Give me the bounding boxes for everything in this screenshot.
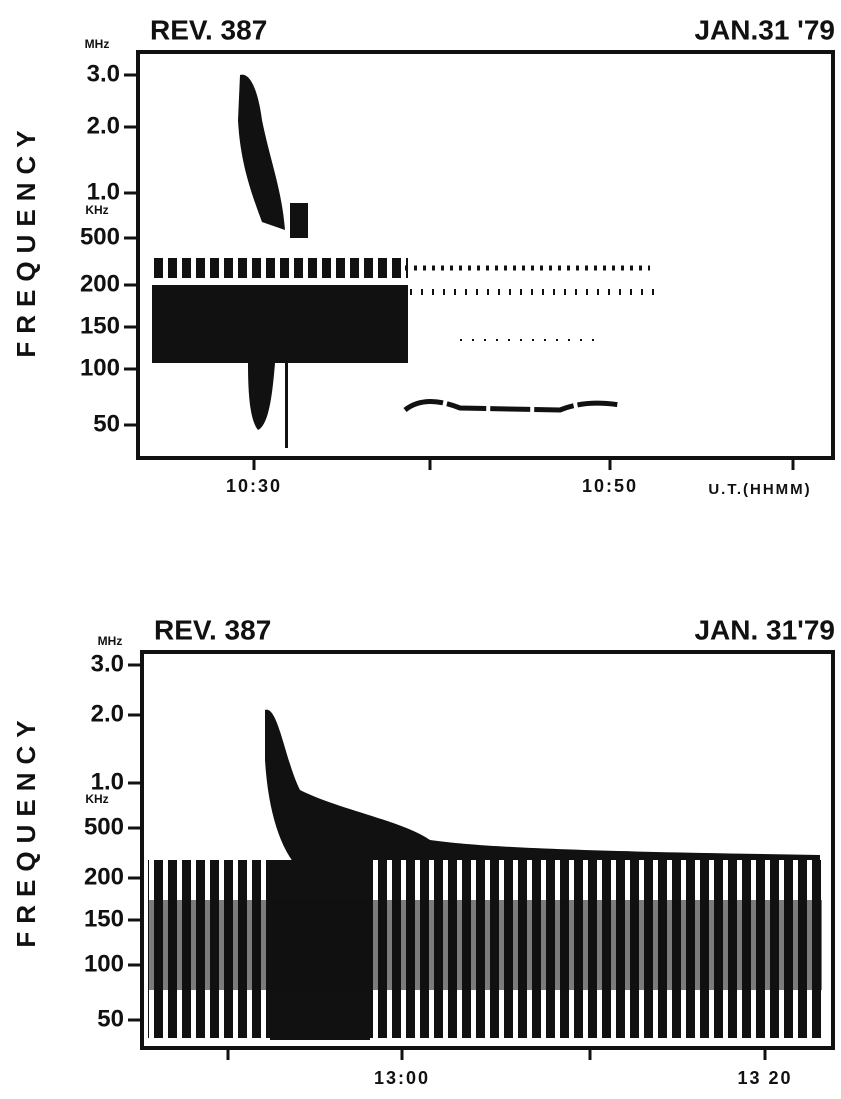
y-tick-label: 2.0: [87, 112, 120, 139]
y-tick-label: 150: [84, 905, 124, 932]
y-axis-label: FREQUENCY: [11, 122, 41, 357]
y-tick-label: 200: [80, 270, 120, 297]
x-tick-label: 13:00: [374, 1068, 430, 1088]
y-tick-label: 1.0: [91, 768, 124, 795]
y-tick-label: 100: [80, 354, 120, 381]
y-tick-label: 500: [80, 223, 120, 250]
unit-mhz: MHz: [85, 37, 110, 51]
y-tick-label: 1.0: [87, 178, 120, 205]
y-tick-label: 3.0: [87, 60, 120, 87]
plot-frame: [140, 650, 835, 1050]
x-axis-label: U.T.(HHMM): [708, 481, 811, 498]
x-tick-label: 10:30: [226, 476, 282, 496]
unit-mhz: MHz: [98, 634, 123, 648]
chart-title: REV. 387: [154, 614, 271, 645]
unit-khz: KHz: [85, 203, 108, 217]
spectrum-features: [152, 74, 660, 448]
unit-khz: KHz: [85, 792, 108, 806]
chart-title: REV. 387: [150, 14, 267, 45]
x-tick-label: 13 20: [737, 1068, 792, 1088]
y-tick-label: 3.0: [91, 650, 124, 677]
plot-frame: [136, 50, 835, 460]
spectrum-features: [148, 709, 822, 1040]
chart-date: JAN. 31'79: [694, 614, 835, 645]
x-tick-label: 10:50: [582, 476, 638, 496]
y-tick-label: 50: [93, 410, 120, 437]
y-axis-label: FREQUENCY: [11, 712, 41, 947]
chart-date: JAN.31 '79: [694, 14, 835, 45]
y-tick-label: 2.0: [91, 700, 124, 727]
y-tick-label: 100: [84, 950, 124, 977]
y-tick-label: 150: [80, 312, 120, 339]
y-tick-label: 500: [84, 813, 124, 840]
y-tick-label: 50: [97, 1005, 124, 1032]
y-tick-label: 200: [84, 863, 124, 890]
